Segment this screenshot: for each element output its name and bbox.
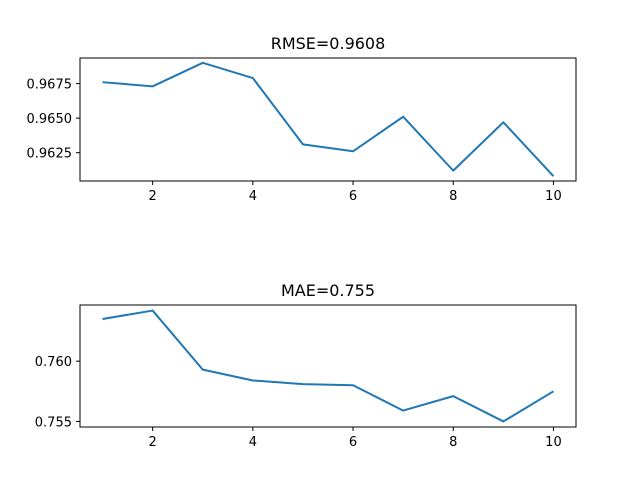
x-tick-label: 6	[349, 189, 357, 204]
x-tick-label: 8	[449, 189, 457, 204]
y-tick-label: 0.760	[35, 355, 72, 370]
y-tick-label: 0.9625	[27, 147, 73, 162]
y-tick-label: 0.9675	[27, 78, 73, 93]
x-tick-label: 8	[449, 435, 457, 450]
axes-frame	[79, 304, 577, 428]
mae-panel: MAE=0.755 2 4 6 8 10 0.755 0.760	[35, 281, 577, 450]
x-tick-label: 10	[545, 189, 562, 204]
x-tick-label: 6	[349, 435, 357, 450]
x-tick-label: 10	[545, 435, 562, 450]
x-tick-label: 2	[149, 189, 157, 204]
x-tick-label: 4	[249, 435, 257, 450]
chart-title: RMSE=0.9608	[271, 34, 386, 53]
x-tick-label: 2	[149, 435, 157, 450]
y-tick-label: 0.9650	[27, 112, 73, 127]
axes-frame	[79, 57, 577, 182]
x-tick-label: 4	[249, 189, 257, 204]
series-line-rmse	[102, 61, 555, 177]
chart-title: MAE=0.755	[281, 281, 375, 300]
rmse-panel: RMSE=0.9608 2 4 6 8 10 0.9625 0.9650 0.9675	[27, 34, 577, 204]
y-tick-label: 0.755	[35, 415, 72, 430]
series-line-mae	[102, 309, 554, 423]
